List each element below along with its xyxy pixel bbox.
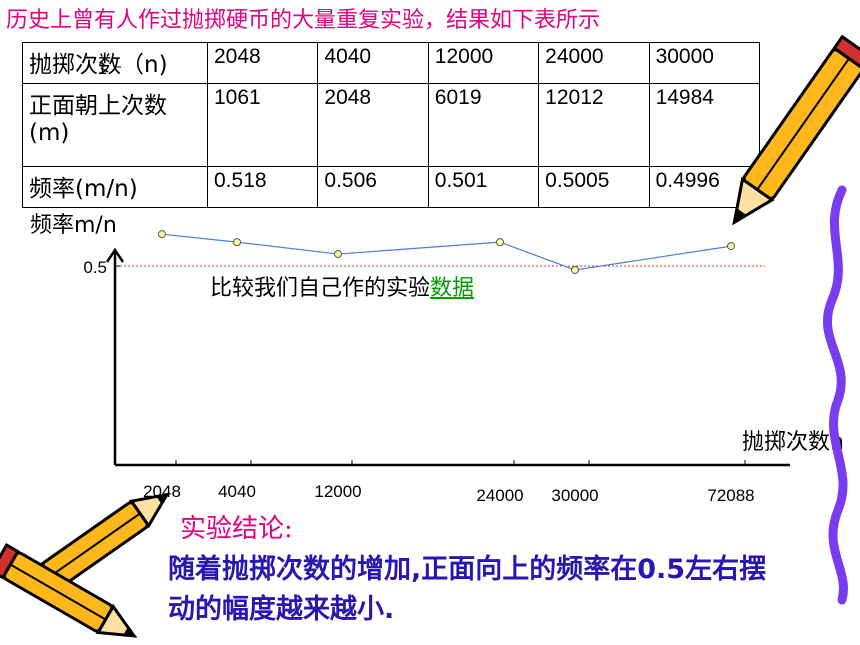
series-line bbox=[161, 233, 732, 271]
chart-title: 比较我们自己作的实验数据 bbox=[210, 270, 474, 302]
table-cell: 0.518 bbox=[206, 166, 319, 208]
table-cell: 0.5005 bbox=[538, 166, 650, 208]
data-point bbox=[233, 238, 241, 247]
table-cell: 4040 bbox=[317, 42, 429, 84]
table-cell: 2048 bbox=[317, 83, 429, 167]
squiggle-decoration bbox=[823, 185, 848, 605]
table-row: 正面朝上次数(m) 1061 2048 6019 12012 14984 bbox=[22, 83, 761, 167]
table-cell: 6019 bbox=[427, 83, 540, 167]
data-point bbox=[496, 238, 504, 247]
y-tick-label: 0.5 bbox=[83, 258, 107, 277]
x-ticks: 2048 4040 12000 24000 30000 72088 bbox=[143, 460, 755, 505]
table-row: 频率(m/n) 0.518 0.506 0.501 0.5005 0.4996 bbox=[22, 166, 761, 208]
table-cell: 30000 bbox=[648, 42, 761, 84]
data-point bbox=[158, 230, 166, 239]
pencil-icon bbox=[732, 34, 860, 226]
row-header: 频率(m/n) bbox=[22, 166, 208, 208]
y-ticks: 10.5 bbox=[83, 59, 121, 277]
data-point bbox=[334, 250, 342, 259]
conclusion-text: 随着抛掷次数的增加,正面向上的频率在0.5左右摆动的幅度越来越小. bbox=[168, 554, 767, 625]
table-cell: 0.501 bbox=[427, 166, 540, 208]
y-axis-label: 频率m/n bbox=[30, 213, 117, 238]
chart-title-text: 比较我们自己作的实验 bbox=[210, 276, 431, 301]
row-header: 正面朝上次数(m) bbox=[22, 83, 208, 167]
row-header: 抛掷次数（n) bbox=[22, 42, 208, 84]
results-table: 抛掷次数（n) 2048 4040 12000 24000 30000 正面朝上… bbox=[22, 42, 761, 208]
x-axis-label: 抛掷次数n bbox=[742, 430, 844, 455]
x-tick-label: 24000 bbox=[476, 486, 523, 505]
table-cell: 12012 bbox=[538, 83, 650, 167]
pencil-icon bbox=[0, 542, 138, 638]
data-point bbox=[727, 242, 735, 251]
data-point bbox=[571, 265, 579, 274]
y-axis-arrow bbox=[105, 247, 125, 263]
data-link[interactable]: 数据 bbox=[430, 276, 475, 301]
data-points bbox=[158, 230, 735, 274]
table-cell: 1061 bbox=[206, 83, 319, 167]
y-tick-label: 1 bbox=[98, 59, 107, 78]
x-tick-label: 30000 bbox=[551, 486, 598, 505]
table-cell: 14984 bbox=[648, 83, 761, 167]
x-tick-label: 4040 bbox=[218, 482, 256, 501]
page-title: 历史上曾有人作过抛掷硬币的大量重复实验，结果如下表所示 bbox=[6, 8, 601, 33]
x-tick-label: 12000 bbox=[314, 482, 361, 501]
table-row: 抛掷次数（n) 2048 4040 12000 24000 30000 bbox=[22, 42, 761, 84]
conclusion-title: 实验结论: bbox=[180, 514, 293, 544]
x-tick-label: 72088 bbox=[707, 486, 754, 505]
table-cell: 0.506 bbox=[317, 166, 429, 208]
